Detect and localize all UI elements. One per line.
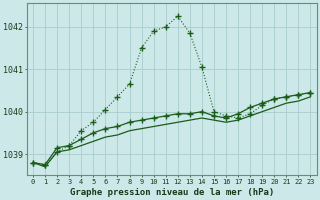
X-axis label: Graphe pression niveau de la mer (hPa): Graphe pression niveau de la mer (hPa) xyxy=(70,188,274,197)
